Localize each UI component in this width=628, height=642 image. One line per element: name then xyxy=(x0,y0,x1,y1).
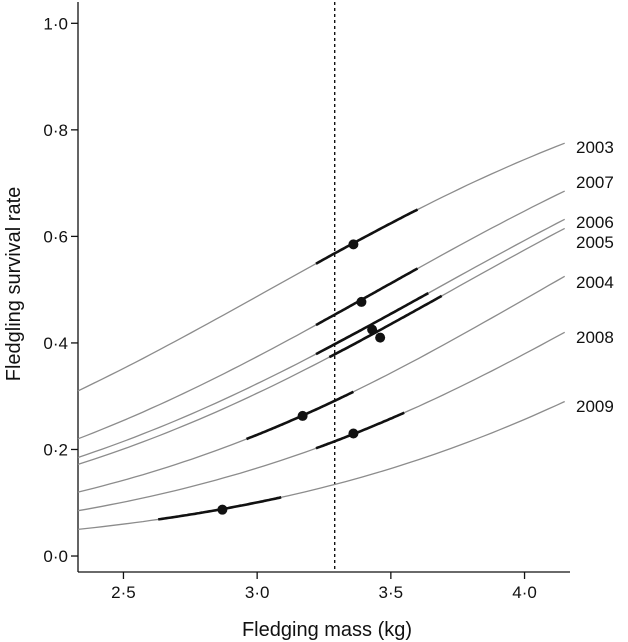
x-axis-title: Fledging mass (kg) xyxy=(242,619,412,641)
curve-2008 xyxy=(77,331,566,512)
point-2008 xyxy=(348,428,359,439)
ci-segment-2006 xyxy=(315,292,429,356)
y-tick-label: 0·6 xyxy=(43,227,68,246)
y-tick-label: 0·2 xyxy=(43,440,68,459)
point-2005 xyxy=(375,332,386,343)
y-axis-title: Fledgling survival rate xyxy=(3,187,25,382)
curve-2005 xyxy=(77,227,566,466)
curves xyxy=(77,142,566,531)
ci-segment-2008 xyxy=(315,411,405,450)
curve-2007 xyxy=(77,190,565,440)
x-tick-label: 2·5 xyxy=(111,583,136,602)
curve-2003 xyxy=(77,142,565,392)
ci-segment-2007 xyxy=(315,267,419,327)
curve-2009 xyxy=(77,400,565,531)
ci-segment-2003 xyxy=(315,208,419,265)
point-2009 xyxy=(217,504,228,515)
year-label-2003: 2003 xyxy=(576,138,614,157)
curve-2004 xyxy=(77,275,566,493)
point-2007 xyxy=(356,296,367,307)
year-label-2008: 2008 xyxy=(576,328,614,347)
year-label-2007: 2007 xyxy=(576,173,614,192)
ci-segment-2005 xyxy=(328,294,443,359)
y-tick-label: 1·0 xyxy=(43,14,68,33)
year-label-2006: 2006 xyxy=(576,213,614,232)
x-tick-label: 3·0 xyxy=(245,583,270,602)
year-label-2005: 2005 xyxy=(576,233,614,252)
point-2004 xyxy=(297,410,308,421)
axes: 0·0 0·2 0·4 0·6 0·8 1·0 2·5 3·0 3·5 4·0 xyxy=(43,2,570,602)
y-tick-label: 0·0 xyxy=(43,547,68,566)
point-2003 xyxy=(348,239,359,250)
y-tick-label: 0·8 xyxy=(43,121,68,140)
x-tick-label: 3·5 xyxy=(379,583,404,602)
x-tick-label: 4·0 xyxy=(512,583,537,602)
y-tick-label: 0·4 xyxy=(43,334,68,353)
year-label-2004: 2004 xyxy=(576,273,614,292)
curve-2006 xyxy=(77,218,565,459)
year-label-2009: 2009 xyxy=(576,397,614,416)
